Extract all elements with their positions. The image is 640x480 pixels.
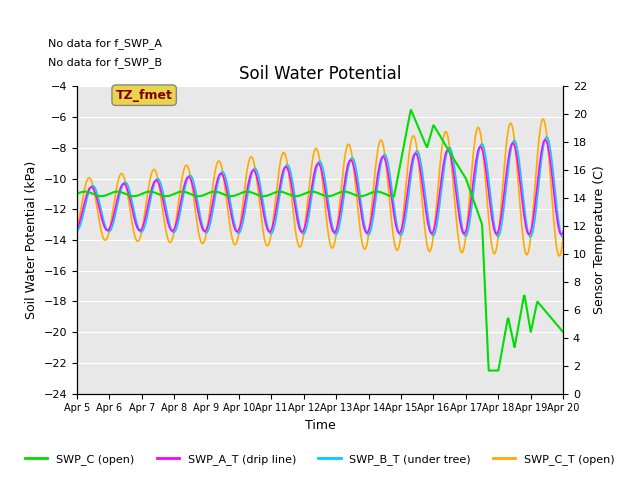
X-axis label: Time: Time xyxy=(305,419,335,432)
Y-axis label: Soil Water Potential (kPa): Soil Water Potential (kPa) xyxy=(25,161,38,319)
Text: No data for f_SWP_B: No data for f_SWP_B xyxy=(47,57,162,68)
Title: Soil Water Potential: Soil Water Potential xyxy=(239,65,401,84)
Y-axis label: Sensor Temperature (C): Sensor Temperature (C) xyxy=(593,166,605,314)
Text: No data for f_SWP_A: No data for f_SWP_A xyxy=(47,38,162,49)
Legend: SWP_C (open), SWP_A_T (drip line), SWP_B_T (under tree), SWP_C_T (open): SWP_C (open), SWP_A_T (drip line), SWP_B… xyxy=(20,450,620,469)
Text: TZ_fmet: TZ_fmet xyxy=(116,89,173,102)
